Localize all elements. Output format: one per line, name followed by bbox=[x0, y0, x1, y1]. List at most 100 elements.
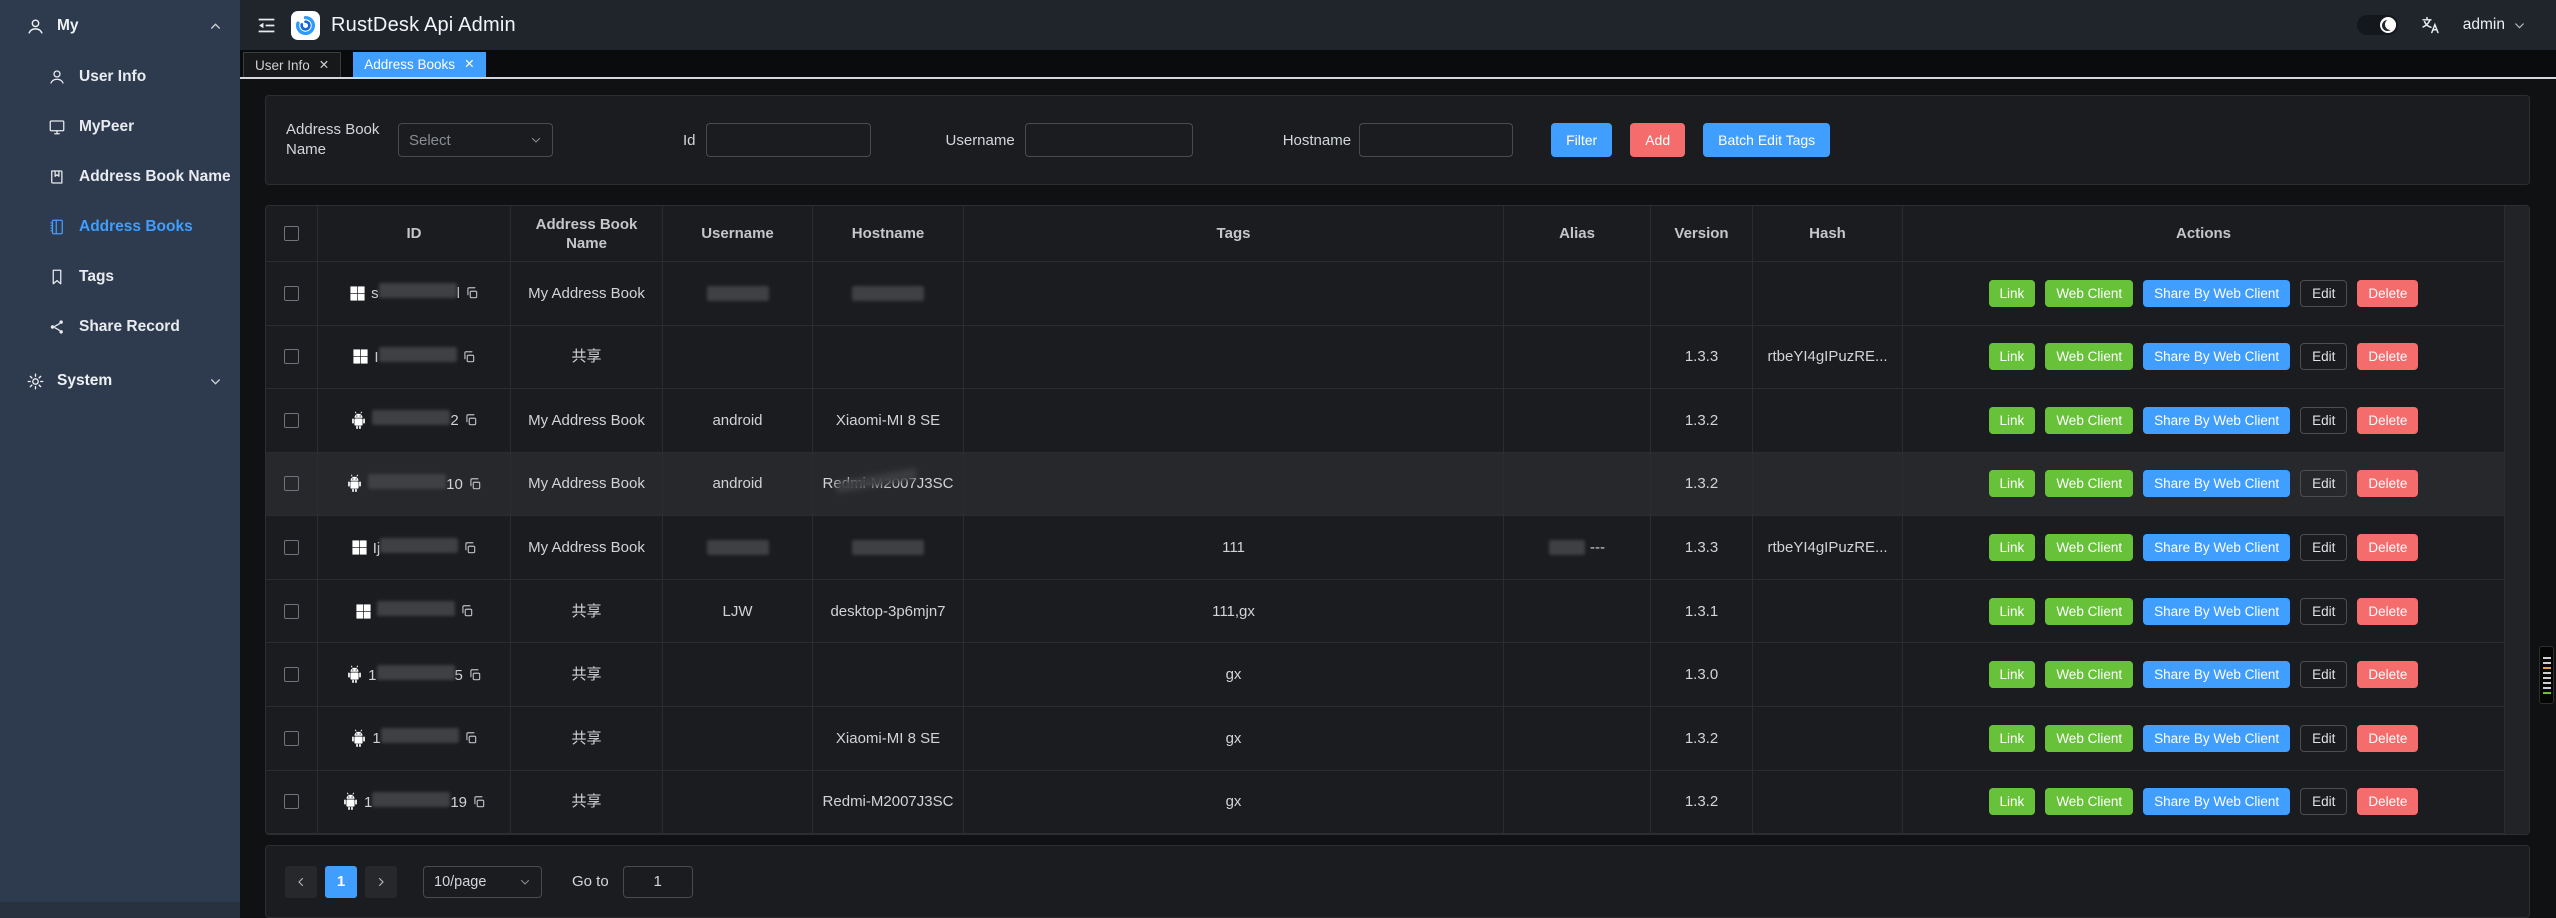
delete-button[interactable]: Delete bbox=[2357, 343, 2419, 371]
row-checkbox[interactable] bbox=[284, 667, 299, 683]
delete-button[interactable]: Delete bbox=[2357, 788, 2419, 816]
row-checkbox[interactable] bbox=[284, 794, 299, 810]
delete-button[interactable]: Delete bbox=[2357, 534, 2419, 562]
share-by-web-client-button[interactable]: Share By Web Client bbox=[2143, 534, 2291, 562]
filter-button[interactable]: Filter bbox=[1551, 123, 1613, 157]
web-client-button[interactable]: Web Client bbox=[2045, 724, 2134, 752]
row-checkbox[interactable] bbox=[284, 285, 299, 301]
link-button[interactable]: Link bbox=[1988, 661, 2036, 689]
link-button[interactable]: Link bbox=[1988, 406, 2036, 434]
row-checkbox[interactable] bbox=[284, 603, 299, 619]
edit-button[interactable]: Edit bbox=[2300, 343, 2348, 371]
share-by-web-client-button[interactable]: Share By Web Client bbox=[2143, 661, 2291, 689]
copy-icon[interactable] bbox=[464, 413, 478, 427]
sidebar-item-tags[interactable]: Tags bbox=[0, 252, 240, 302]
share-by-web-client-button[interactable]: Share By Web Client bbox=[2143, 788, 2291, 816]
edit-button[interactable]: Edit bbox=[2300, 534, 2348, 562]
hostname-input[interactable] bbox=[1359, 123, 1514, 157]
delete-button[interactable]: Delete bbox=[2357, 406, 2419, 434]
close-icon[interactable]: ✕ bbox=[464, 57, 475, 72]
share-by-web-client-button[interactable]: Share By Web Client bbox=[2143, 597, 2291, 625]
web-client-button[interactable]: Web Client bbox=[2045, 788, 2134, 816]
copy-icon[interactable] bbox=[460, 604, 474, 618]
copy-icon[interactable] bbox=[464, 731, 478, 745]
scroll-mark bbox=[2542, 686, 2551, 689]
edit-button[interactable]: Edit bbox=[2300, 597, 2348, 625]
sidebar-item-share-record[interactable]: Share Record bbox=[0, 302, 240, 352]
copy-icon[interactable] bbox=[465, 286, 479, 300]
select-all-checkbox[interactable] bbox=[284, 226, 299, 241]
delete-button[interactable]: Delete bbox=[2357, 279, 2419, 307]
language-icon[interactable] bbox=[2420, 15, 2441, 36]
alias-cell bbox=[1504, 579, 1651, 644]
link-button[interactable]: Link bbox=[1988, 534, 2036, 562]
sidebar-group-my[interactable]: My bbox=[0, 0, 240, 52]
share-by-web-client-button[interactable]: Share By Web Client bbox=[2143, 279, 2291, 307]
hash-cell: rtbeYI4gIPuzRE... bbox=[1753, 325, 1903, 390]
edit-button[interactable]: Edit bbox=[2300, 406, 2348, 434]
web-client-button[interactable]: Web Client bbox=[2045, 406, 2134, 434]
page-size-select[interactable]: 10/page bbox=[423, 865, 542, 898]
link-button[interactable]: Link bbox=[1988, 279, 2036, 307]
row-checkbox[interactable] bbox=[284, 730, 299, 746]
user-dropdown[interactable]: admin bbox=[2463, 16, 2526, 34]
web-client-button[interactable]: Web Client bbox=[2045, 343, 2134, 371]
sidebar-item-mypeer[interactable]: MyPeer bbox=[0, 102, 240, 152]
web-client-button[interactable]: Web Client bbox=[2045, 597, 2134, 625]
tab-address-books[interactable]: Address Books ✕ bbox=[353, 52, 486, 77]
edit-button[interactable]: Edit bbox=[2300, 724, 2348, 752]
id-input[interactable] bbox=[705, 123, 871, 157]
username-input[interactable] bbox=[1024, 123, 1193, 157]
edit-button[interactable]: Edit bbox=[2300, 470, 2348, 498]
delete-button[interactable]: Delete bbox=[2357, 470, 2419, 498]
tab-user-info[interactable]: User Info ✕ bbox=[243, 52, 342, 77]
copy-icon[interactable] bbox=[463, 541, 477, 555]
web-client-button[interactable]: Web Client bbox=[2045, 534, 2134, 562]
delete-button[interactable]: Delete bbox=[2357, 661, 2419, 689]
sidebar-item-address-books[interactable]: Address Books bbox=[0, 202, 240, 252]
share-by-web-client-button[interactable]: Share By Web Client bbox=[2143, 470, 2291, 498]
page-number-button[interactable]: 1 bbox=[325, 865, 357, 898]
hostname-cell bbox=[813, 262, 964, 326]
link-button[interactable]: Link bbox=[1988, 470, 2036, 498]
row-checkbox[interactable] bbox=[284, 349, 299, 365]
edit-button[interactable]: Edit bbox=[2300, 279, 2348, 307]
share-by-web-client-button[interactable]: Share By Web Client bbox=[2143, 406, 2291, 434]
copy-icon[interactable] bbox=[462, 350, 476, 364]
row-checkbox[interactable] bbox=[284, 476, 299, 492]
prev-page-button[interactable] bbox=[285, 865, 317, 898]
android-icon bbox=[346, 665, 363, 684]
sidebar-item-address-book-name[interactable]: Address Book Name bbox=[0, 152, 240, 202]
next-page-button[interactable] bbox=[365, 865, 397, 898]
share-by-web-client-button[interactable]: Share By Web Client bbox=[2143, 724, 2291, 752]
web-client-button[interactable]: Web Client bbox=[2045, 661, 2134, 689]
batch-edit-tags-button[interactable]: Batch Edit Tags bbox=[1703, 123, 1831, 157]
copy-icon[interactable] bbox=[468, 668, 482, 682]
close-icon[interactable]: ✕ bbox=[318, 57, 330, 72]
link-button[interactable]: Link bbox=[1988, 343, 2036, 371]
copy-icon[interactable] bbox=[468, 477, 482, 491]
edit-button[interactable]: Edit bbox=[2300, 661, 2348, 689]
add-button[interactable]: Add bbox=[1630, 123, 1686, 157]
row-checkbox[interactable] bbox=[284, 540, 299, 556]
link-button[interactable]: Link bbox=[1988, 788, 2036, 816]
link-button[interactable]: Link bbox=[1988, 724, 2036, 752]
address-book-name-select[interactable]: Select bbox=[398, 123, 553, 157]
row-checkbox[interactable] bbox=[284, 412, 299, 428]
book-icon bbox=[48, 168, 66, 186]
delete-button[interactable]: Delete bbox=[2357, 724, 2419, 752]
dark-mode-toggle[interactable] bbox=[2356, 15, 2398, 35]
table-header-checkbox-cell bbox=[266, 206, 318, 262]
address-book-name-cell: 共享 bbox=[511, 770, 663, 834]
collapse-sidebar-icon[interactable] bbox=[256, 15, 277, 36]
sidebar-item-user-info[interactable]: User Info bbox=[0, 52, 240, 102]
copy-icon[interactable] bbox=[472, 795, 486, 809]
goto-page-input[interactable] bbox=[622, 865, 693, 898]
delete-button[interactable]: Delete bbox=[2357, 597, 2419, 625]
web-client-button[interactable]: Web Client bbox=[2045, 279, 2134, 307]
edit-button[interactable]: Edit bbox=[2300, 788, 2348, 816]
web-client-button[interactable]: Web Client bbox=[2045, 470, 2134, 498]
share-by-web-client-button[interactable]: Share By Web Client bbox=[2143, 343, 2291, 371]
sidebar-item-system[interactable]: System bbox=[0, 356, 240, 406]
link-button[interactable]: Link bbox=[1988, 597, 2036, 625]
